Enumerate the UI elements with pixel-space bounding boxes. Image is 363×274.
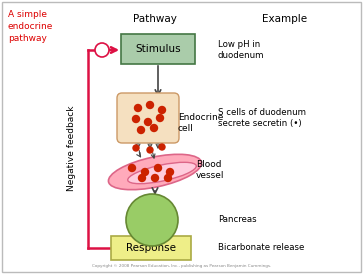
Circle shape	[139, 175, 146, 181]
Text: Target
cells: Target cells	[138, 210, 166, 230]
Ellipse shape	[128, 162, 196, 184]
Circle shape	[135, 104, 142, 112]
Circle shape	[95, 43, 109, 57]
Circle shape	[151, 175, 159, 181]
Circle shape	[155, 164, 162, 172]
Text: Negative feedback: Negative feedback	[68, 105, 77, 191]
Circle shape	[156, 115, 163, 121]
Circle shape	[159, 144, 165, 150]
Circle shape	[159, 107, 166, 113]
Circle shape	[164, 175, 171, 181]
Text: Stimulus: Stimulus	[135, 44, 181, 54]
Text: A simple
endocrine
pathway: A simple endocrine pathway	[8, 10, 53, 42]
Circle shape	[129, 164, 135, 172]
Text: Response: Response	[126, 243, 176, 253]
FancyBboxPatch shape	[2, 2, 361, 272]
Text: Copyright © 2008 Pearson Education, Inc., publishing as Pearson Benjamin Cumming: Copyright © 2008 Pearson Education, Inc.…	[92, 264, 272, 268]
Circle shape	[142, 169, 148, 176]
Circle shape	[147, 101, 154, 109]
Circle shape	[144, 118, 151, 125]
FancyBboxPatch shape	[121, 34, 195, 64]
Circle shape	[133, 145, 139, 151]
Text: Pathway: Pathway	[133, 14, 177, 24]
Text: Pancreas: Pancreas	[218, 215, 257, 224]
Circle shape	[132, 116, 139, 122]
Circle shape	[126, 194, 178, 246]
Circle shape	[151, 124, 158, 132]
Text: −: −	[97, 44, 107, 57]
Circle shape	[147, 147, 153, 153]
Circle shape	[167, 169, 174, 176]
Text: Example: Example	[262, 14, 307, 24]
Text: Blood
vessel: Blood vessel	[196, 160, 224, 180]
Text: Endocrine
cell: Endocrine cell	[178, 113, 223, 133]
Ellipse shape	[109, 154, 201, 190]
FancyBboxPatch shape	[111, 236, 191, 260]
FancyBboxPatch shape	[117, 93, 179, 143]
Text: Bicarbonate release: Bicarbonate release	[218, 244, 304, 253]
Text: S cells of duodenum
secrete secretin (•): S cells of duodenum secrete secretin (•)	[218, 108, 306, 128]
Text: Low pH in
duodenum: Low pH in duodenum	[218, 40, 265, 60]
Circle shape	[138, 127, 144, 133]
